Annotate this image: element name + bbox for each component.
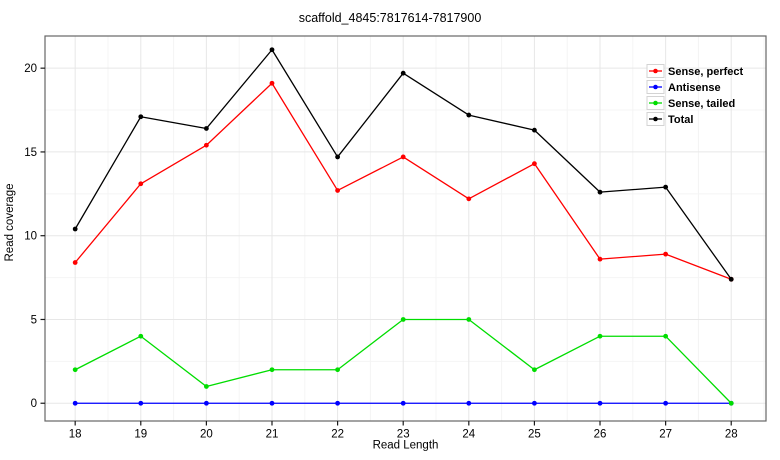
legend-item-label: Sense, perfect [668, 66, 744, 78]
data-point [400, 70, 406, 76]
x-tick-label: 25 [528, 429, 541, 441]
legend-key-marker [653, 68, 658, 74]
series-sense-perfect [72, 80, 734, 282]
legend-item-label: Sense, tailed [668, 98, 735, 110]
data-point [663, 251, 669, 257]
series-sense-tailed [72, 317, 734, 406]
data-point [138, 400, 144, 406]
data-point [72, 367, 78, 373]
data-point [597, 189, 603, 195]
legend-item-sense-tailed: Sense, tailed [646, 96, 735, 110]
data-point [335, 154, 340, 160]
y-tick-label: 5 [31, 314, 37, 326]
data-point [532, 367, 537, 373]
x-tick-label: 24 [462, 429, 475, 441]
x-tick-label: 28 [725, 429, 738, 441]
x-tick-label: 23 [397, 429, 410, 441]
axis-ticks: 18 19 20 21 22 23 24 25 26 27 28 0 5 10 15 20 [24, 63, 737, 440]
data-point [597, 256, 603, 262]
data-point [335, 188, 340, 193]
data-point [138, 181, 144, 187]
data-point [72, 226, 78, 232]
data-point [269, 367, 275, 373]
x-tick-label: 27 [659, 429, 672, 441]
data-point [532, 127, 537, 133]
data-point [466, 112, 472, 118]
legend-item-label: Antisense [668, 82, 721, 94]
legend-item-antisense: Antisense [646, 80, 721, 94]
data-point [400, 400, 406, 406]
data-point [269, 400, 275, 406]
chart-title: scaffold_4845:7817614-7817900 [299, 11, 482, 25]
data-point [138, 114, 144, 120]
data-point [400, 317, 406, 322]
data-point [663, 400, 669, 406]
legend: Sense, perfect Antisense Sense, tailed Tota… [646, 64, 744, 126]
data-point [728, 400, 734, 406]
legend-key-marker [653, 116, 658, 122]
data-point [597, 400, 603, 406]
legend-item-total: Total [646, 112, 693, 126]
data-point [269, 80, 275, 86]
data-point [335, 367, 340, 373]
data-point [532, 161, 537, 167]
legend-key-marker [653, 84, 658, 90]
data-point [72, 400, 78, 406]
legend-key-marker [653, 100, 658, 106]
data-point [269, 47, 275, 53]
y-axis-label: Read coverage [4, 184, 16, 262]
x-axis-label: Read Length [373, 440, 439, 452]
data-point [663, 333, 669, 339]
data-point [466, 196, 472, 202]
data-point [728, 276, 734, 282]
data-point [597, 333, 603, 339]
data-point [138, 333, 144, 339]
legend-item-sense-perfect: Sense, perfect [646, 64, 744, 78]
data-point [663, 184, 669, 190]
y-tick-label: 0 [31, 398, 37, 410]
plot-area [45, 36, 766, 421]
data-point [466, 317, 472, 322]
y-tick-label: 10 [24, 231, 37, 243]
x-tick-label: 18 [69, 429, 82, 441]
plot-border [44, 35, 767, 422]
y-tick-label: 20 [24, 63, 37, 75]
data-point [203, 400, 209, 406]
series-total [72, 47, 734, 282]
x-tick-label: 26 [594, 429, 607, 441]
data-point [466, 400, 472, 406]
data-point [72, 260, 78, 265]
data-point [203, 384, 209, 389]
data-point [400, 154, 406, 160]
x-tick-label: 20 [200, 429, 213, 441]
x-tick-label: 21 [266, 429, 279, 441]
x-tick-label: 22 [331, 429, 344, 441]
legend-item-label: Total [668, 114, 693, 126]
data-point [203, 142, 209, 148]
data-point [532, 400, 537, 406]
data-point [203, 126, 209, 131]
minor-gridlines [45, 36, 766, 421]
data-point [335, 400, 340, 406]
x-tick-label: 19 [134, 429, 147, 441]
y-tick-label: 15 [24, 147, 37, 159]
